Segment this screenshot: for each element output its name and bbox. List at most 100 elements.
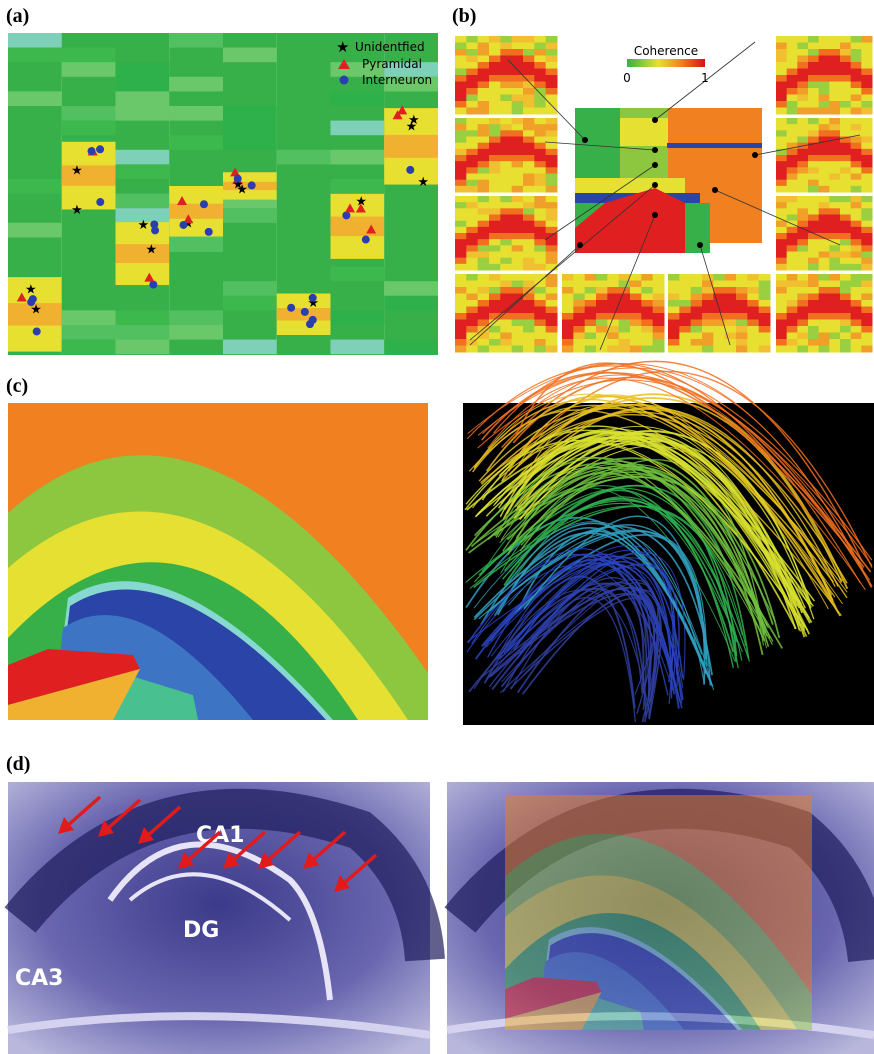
heat-cell: [797, 186, 808, 193]
heat-cell: [829, 82, 840, 89]
heat-cell: [808, 108, 819, 115]
heat-cell: [808, 307, 819, 314]
heat-cell: [691, 346, 703, 353]
band: [384, 135, 438, 158]
heat-cell: [562, 294, 574, 301]
heat-cell: [500, 56, 512, 63]
star-marker: ★: [71, 162, 83, 177]
band: [116, 91, 170, 106]
heat-cell: [725, 320, 737, 327]
heat-cell: [668, 333, 680, 340]
heat-cell: [455, 300, 467, 307]
heat-cell: [776, 101, 787, 108]
heat-cell: [478, 118, 490, 125]
heat-cell: [546, 307, 558, 314]
heat-cell: [630, 339, 642, 346]
heat-cell: [653, 294, 665, 301]
heat-cell: [512, 155, 524, 162]
heat-cell: [478, 161, 490, 168]
heat-cell: [455, 258, 467, 265]
heat-cell: [759, 300, 771, 307]
heat-cell: [797, 149, 808, 156]
heat-cell: [840, 56, 851, 63]
heat-cell: [653, 320, 665, 327]
heat-cell: [500, 180, 512, 187]
heat-cell: [546, 320, 558, 327]
heat-cell: [619, 307, 631, 314]
heat-cell: [607, 294, 619, 301]
heat-cell: [797, 167, 808, 174]
heat-cell: [607, 281, 619, 288]
heat-cell: [546, 196, 558, 203]
heat-cell: [776, 69, 787, 76]
heat-cell: [653, 346, 665, 353]
heat-cell: [759, 339, 771, 346]
heat-cell: [808, 137, 819, 144]
heat-cell: [455, 233, 467, 240]
heat-cell: [787, 333, 798, 340]
heat-cell: [546, 75, 558, 82]
heat-cell: [787, 239, 798, 246]
heat-cell: [840, 307, 851, 314]
heat-cell: [851, 221, 862, 228]
heat-cell: [736, 346, 748, 353]
heat-cell: [840, 274, 851, 281]
heat-cell: [573, 339, 585, 346]
heat-cell: [512, 174, 524, 181]
heat-cell: [829, 43, 840, 50]
heat-cell: [851, 333, 862, 340]
heat-cell: [776, 300, 787, 307]
heat-cell: [641, 281, 653, 288]
heat-cell: [500, 43, 512, 50]
heat-cell: [478, 101, 490, 108]
heat-cell: [851, 320, 862, 327]
heat-cell: [546, 287, 558, 294]
heat-cell: [861, 95, 872, 102]
heat-cell: [861, 339, 872, 346]
heat-cell: [653, 287, 665, 294]
heat-cell: [797, 36, 808, 43]
heat-cell: [787, 155, 798, 162]
heat-cell: [466, 274, 478, 281]
heat-cell: [641, 346, 653, 353]
heat-cell: [819, 43, 830, 50]
heat-cell: [466, 346, 478, 353]
heat-cell: [840, 62, 851, 69]
heat-cell: [861, 313, 872, 320]
heat-cell: [512, 137, 524, 144]
heat-cell: [546, 43, 558, 50]
heat-cell: [713, 313, 725, 320]
heat-cell: [546, 326, 558, 333]
heat-cell: [829, 155, 840, 162]
band: [8, 223, 62, 238]
heat-cell: [840, 258, 851, 265]
heat-cell: [489, 62, 501, 69]
heat-cell: [679, 307, 691, 314]
heat-cell: [851, 208, 862, 215]
heat-cell: [808, 245, 819, 252]
annotation: CA1: [196, 823, 244, 848]
heat-cell: [736, 339, 748, 346]
heat-cell: [819, 62, 830, 69]
heat-cell: [512, 167, 524, 174]
heat-cell: [500, 294, 512, 301]
heat-cell: [534, 137, 546, 144]
heat-cell: [747, 326, 759, 333]
center-block: [620, 118, 668, 146]
heat-cell: [455, 287, 467, 294]
heat-cell: [819, 346, 830, 353]
heat-cell: [523, 196, 535, 203]
heat-cell: [500, 95, 512, 102]
heat-cell: [861, 239, 872, 246]
heat-cell: [478, 167, 490, 174]
heat-cell: [489, 137, 501, 144]
heat-cell: [489, 227, 501, 234]
heat-cell: [851, 202, 862, 209]
heat-cell: [840, 320, 851, 327]
heat-cell: [455, 313, 467, 320]
heat-cell: [797, 69, 808, 76]
heat-cell: [512, 313, 524, 320]
circle-marker: [301, 308, 309, 316]
heat-cell: [861, 215, 872, 222]
heat-cell: [797, 326, 808, 333]
